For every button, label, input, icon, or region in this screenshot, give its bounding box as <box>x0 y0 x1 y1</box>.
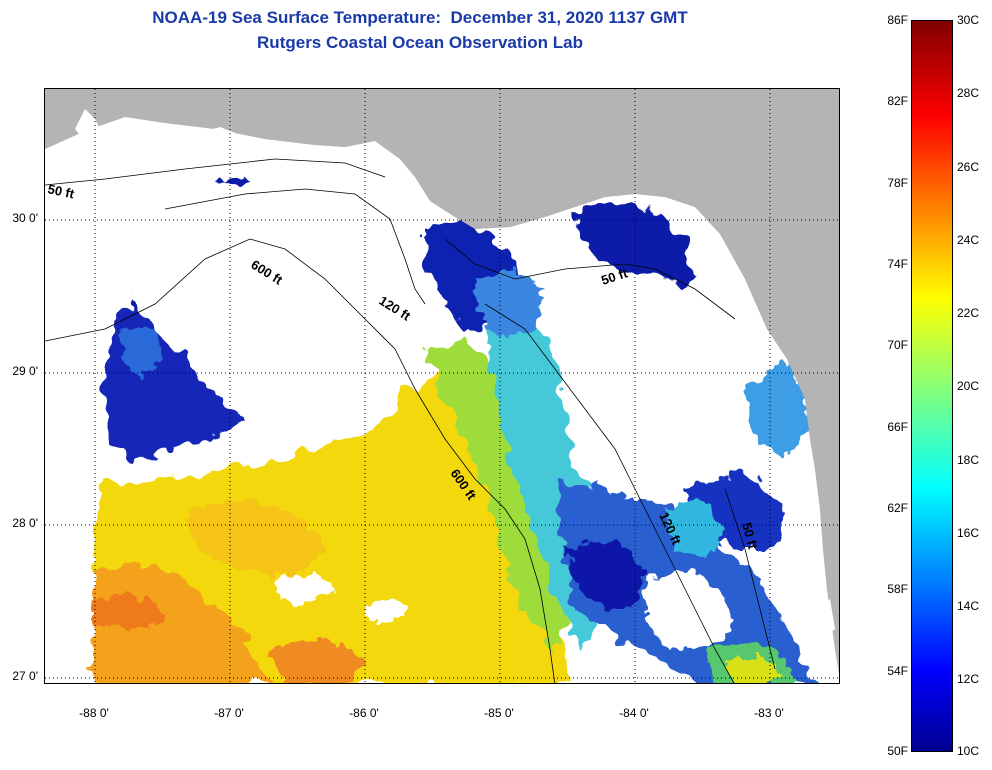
bay-white-3 <box>793 519 815 589</box>
colorbar-c-label: 18C <box>957 453 980 467</box>
lon-label-88: -88 0' <box>79 706 109 720</box>
colorbar-c-label: 22C <box>957 306 980 320</box>
cloud-layer <box>105 174 755 649</box>
warm-water-region <box>93 359 575 683</box>
contour-600ft <box>45 238 556 683</box>
colorbar-f-label: 70F <box>887 338 908 352</box>
colorbar-f-label: 54F <box>887 664 908 678</box>
colorbar-c-label: 16C <box>957 526 980 540</box>
bay-white-1 <box>75 109 105 147</box>
lon-label-83: -83 0' <box>754 706 784 720</box>
contour-label: 50 ft <box>739 521 761 551</box>
cloud-nw <box>105 174 425 419</box>
bay-white-4 <box>815 599 835 639</box>
map-panel: 50 ft 600 ft 120 ft 50 ft 600 ft 120 ft … <box>44 88 840 684</box>
colorbar-f-label: 50F <box>887 744 908 758</box>
contour-120ft <box>164 188 426 305</box>
colorbar-c-label: 20C <box>957 379 980 393</box>
colorbar-f-label: 82F <box>887 94 908 108</box>
warm-water-mid <box>185 499 325 579</box>
cloud-sw-1 <box>275 574 335 604</box>
contour-50ft-east <box>444 238 736 320</box>
lon-label-85: -85 0' <box>484 706 514 720</box>
colorbar-c-label: 26C <box>957 160 980 174</box>
lon-label-86: -86 0' <box>349 706 379 720</box>
lat-label-30: 30 0' <box>12 211 38 225</box>
colorbar-c-label: 12C <box>957 672 980 686</box>
lon-label-87: -87 0' <box>214 706 244 720</box>
colorbar-f-label: 78F <box>887 176 908 190</box>
contour-50ft-west <box>45 158 386 186</box>
colorbar-c-label: 10C <box>957 744 980 758</box>
sst-map: 50 ft 600 ft 120 ft 50 ft 600 ft 120 ft … <box>45 89 839 683</box>
map-title: NOAA-19 Sea Surface Temperature: Decembe… <box>152 8 688 27</box>
graticule <box>45 89 839 683</box>
contour-50ft-se <box>724 488 776 670</box>
map-subtitle: Rutgers Coastal Ocean Observation Lab <box>257 33 583 52</box>
contour-label: 50 ft <box>46 181 76 201</box>
lat-label-28: 28 0' <box>12 516 38 530</box>
colorbar-f-label: 66F <box>887 420 908 434</box>
cloud-sw-2 <box>365 599 410 624</box>
lat-label-29: 29 0' <box>12 364 38 378</box>
cold-water-east-dark <box>565 539 645 609</box>
cold-water-coast <box>745 359 810 459</box>
temperature-colorbar <box>911 20 953 752</box>
colorbar-f-label: 58F <box>887 582 908 596</box>
warm-water-orange <box>93 565 274 683</box>
cold-water-cyan-coast <box>665 499 725 559</box>
yellow-patch-south <box>725 655 780 683</box>
cloud-mid <box>600 439 685 499</box>
lon-label-84: -84 0' <box>619 706 649 720</box>
colorbar-f-label: 74F <box>887 257 908 271</box>
cloud-ne <box>545 269 755 419</box>
bay-white-2 <box>195 127 235 141</box>
cold-water-west-2 <box>121 327 165 379</box>
colorbar-c-label: 14C <box>957 599 980 613</box>
warm-water-orange-3 <box>265 639 365 683</box>
land-north-coast <box>45 89 839 673</box>
warm-water-orange-2 <box>93 594 165 629</box>
cold-water-north-2 <box>475 269 545 339</box>
contour-120ft-east <box>484 303 735 683</box>
lat-label-27: 27 0' <box>12 669 38 683</box>
colorbar-f-label: 86F <box>887 13 908 27</box>
cloud-se <box>645 569 735 649</box>
colorbar-c-label: 30C <box>957 13 980 27</box>
colorbar-c-label: 24C <box>957 233 980 247</box>
colorbar-c-label: 28C <box>957 86 980 100</box>
bathymetry-contours <box>45 158 776 683</box>
colorbar-f-label: 62F <box>887 501 908 515</box>
